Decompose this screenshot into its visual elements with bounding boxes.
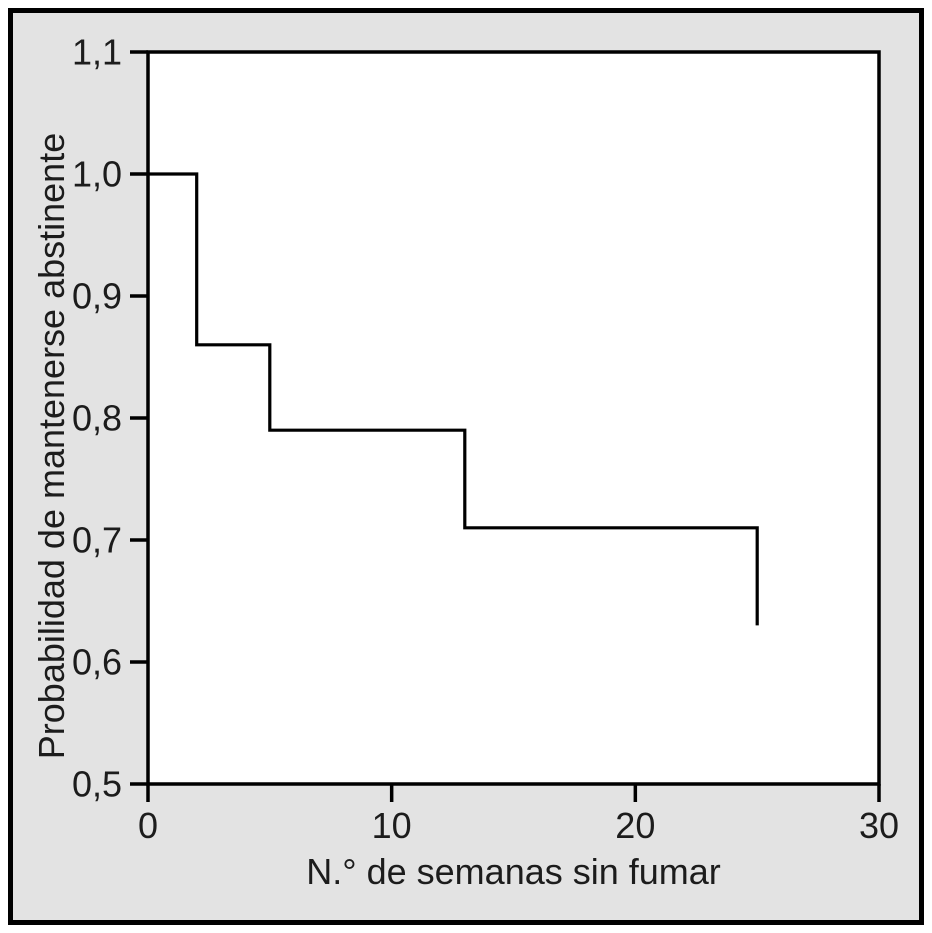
- plot-layer: 0,5 0,6 0,7 0,8 0,9 1,0 1,1 0 10 20 30: [72, 32, 899, 847]
- y-tick-label: 0,8: [72, 398, 122, 439]
- y-tick-label: 0,9: [72, 276, 122, 317]
- y-tick-label: 0,6: [72, 642, 122, 683]
- x-tick-label: 0: [138, 805, 158, 846]
- plot-area: [148, 52, 879, 784]
- figure-border: [8, 8, 924, 925]
- survival-step-curve: [148, 172, 759, 626]
- y-tick-label: 0,7: [72, 520, 122, 561]
- x-tick-label: 20: [615, 805, 655, 846]
- x-tick-label: 10: [372, 805, 412, 846]
- y-axis-title: Probabilidad de mantenerse abstinente: [31, 133, 72, 759]
- x-axis-title: N.° de semanas sin fumar: [306, 851, 721, 892]
- y-tick-label: 1,1: [72, 32, 122, 73]
- y-tick-label: 1,0: [72, 154, 122, 195]
- y-tick-label: 0,5: [72, 764, 122, 805]
- x-tick-label: 30: [859, 805, 899, 846]
